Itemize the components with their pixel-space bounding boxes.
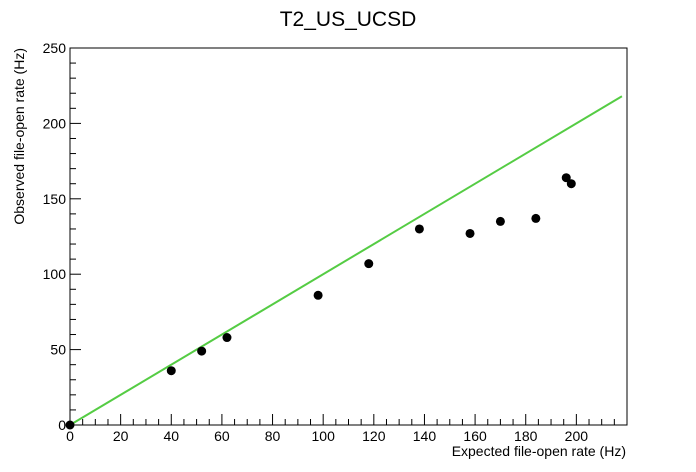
data-point <box>313 290 323 300</box>
data-point <box>531 213 541 223</box>
data-point <box>364 259 374 269</box>
x-tick-label: 140 <box>413 428 437 444</box>
x-tick-label: 180 <box>514 428 538 444</box>
x-tick-label: 100 <box>312 428 336 444</box>
x-tick-label: 80 <box>265 428 281 444</box>
data-point <box>65 420 75 430</box>
y-tick-label: 250 <box>43 40 67 56</box>
y-tick-label: 0 <box>58 417 66 433</box>
x-axis-title: Expected file-open rate (Hz) <box>452 443 626 459</box>
data-point <box>166 366 176 376</box>
x-tick-label: 160 <box>463 428 487 444</box>
y-axis: 0 50 100 150 200 250 <box>43 40 81 433</box>
data-point <box>566 179 576 189</box>
reference-line <box>69 95 623 426</box>
y-tick-label: 100 <box>43 266 67 282</box>
x-tick-label: 40 <box>163 428 179 444</box>
x-tick-label: 20 <box>113 428 129 444</box>
x-axis: 0 20 40 60 80 100 120 140 160 180 200 <box>66 414 628 444</box>
plot-frame <box>69 47 628 426</box>
data-point <box>465 228 475 238</box>
y-axis-title: Observed file-open rate (Hz) <box>11 48 27 225</box>
data-point <box>495 216 505 226</box>
x-tick-label: 200 <box>565 428 589 444</box>
x-tick-label: 0 <box>66 428 74 444</box>
y-tick-label: 200 <box>43 115 67 131</box>
data-point <box>197 346 207 356</box>
x-tick-label: 120 <box>362 428 386 444</box>
data-point <box>222 333 232 343</box>
x-tick-label: 60 <box>214 428 230 444</box>
y-tick-label: 50 <box>50 342 66 358</box>
chart-title: T2_US_UCSD <box>280 8 417 31</box>
data-point <box>561 173 571 183</box>
data-point <box>414 224 424 234</box>
y-tick-label: 150 <box>43 191 67 207</box>
data-points <box>65 173 576 430</box>
